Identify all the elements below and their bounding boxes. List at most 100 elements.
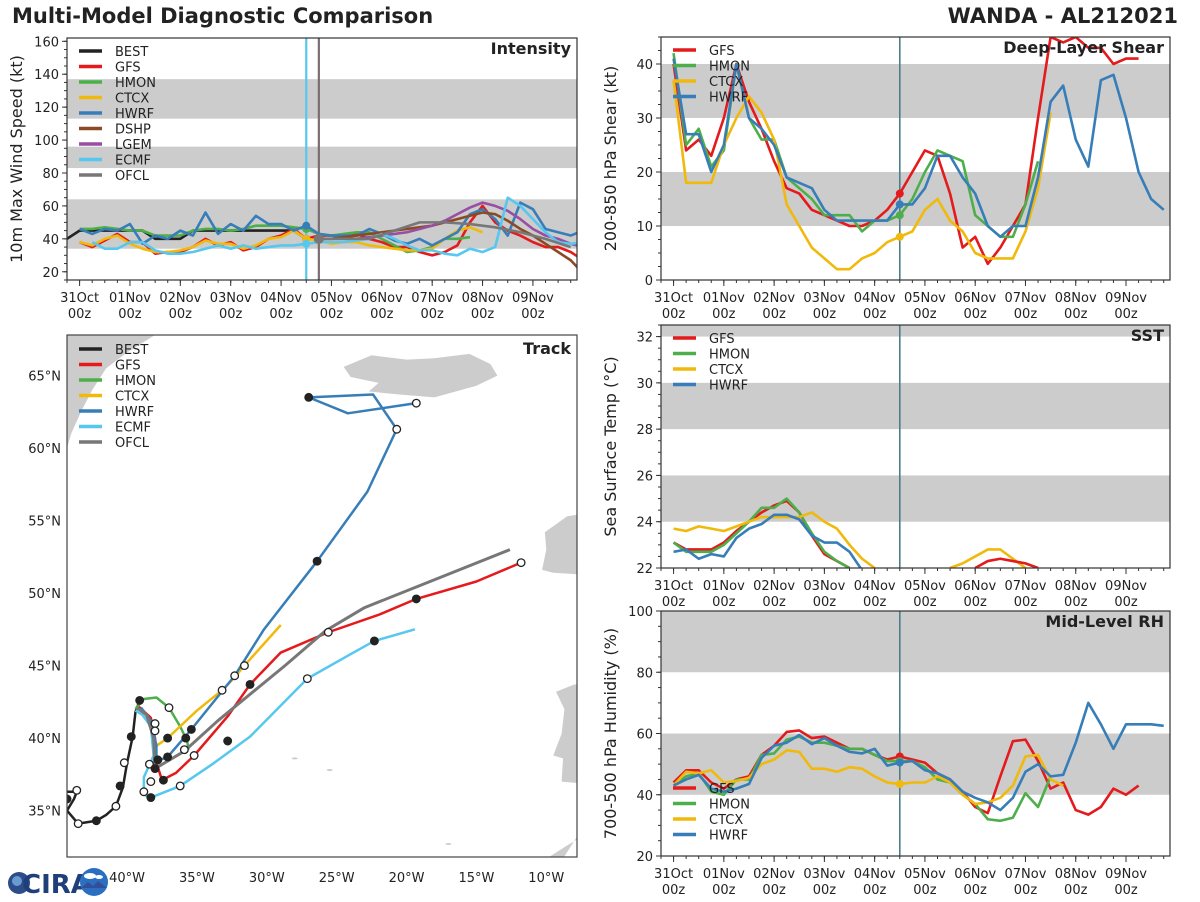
x-tick-label-date: 05Nov [904, 291, 946, 306]
legend-label-gfs: GFS [709, 332, 735, 347]
legend-label-gfs: GFS [115, 61, 141, 76]
x-tick-label-hour: 00z [863, 883, 887, 898]
x-tick-label-date: 03Nov [803, 291, 845, 306]
x-tick-label-hour: 00z [219, 307, 243, 322]
panel-title: Mid-Level RH [1045, 612, 1164, 631]
lat-tick-label: 35°N [28, 805, 61, 820]
lon-tick-label: 20°W [389, 871, 425, 886]
legend-label-hmon: HMON [709, 798, 750, 813]
y-tick-label: 26 [636, 469, 653, 484]
y-tick-label: 32 [636, 331, 653, 346]
lat-tick-label: 55°N [28, 515, 61, 530]
x-tick-label-hour: 00z [1014, 883, 1038, 898]
x-tick-label-hour: 00z [169, 307, 193, 322]
legend-label-hmon: HMON [115, 76, 156, 91]
series-line-ctcx [672, 80, 1052, 271]
track-marker-ecmf [146, 793, 156, 802]
island [326, 769, 333, 771]
x-tick-label-hour: 00z [1064, 883, 1088, 898]
x-tick-label-hour: 00z [813, 883, 837, 898]
legend-label-ctcx: CTCX [115, 92, 149, 107]
legend-label-hwrf: HWRF [709, 379, 748, 394]
shaded-band [661, 325, 1170, 337]
track-marker-hmon [164, 703, 174, 713]
legend-label-gfs: GFS [709, 44, 735, 59]
x-tick-label-hour: 00z [521, 307, 545, 322]
legend-label-ctcx: CTCX [115, 390, 149, 405]
track-marker-ecmf [146, 777, 156, 787]
x-tick-label-hour: 00z [913, 883, 937, 898]
track-marker-ofcl [153, 755, 163, 765]
legend-label-hmon: HMON [709, 60, 750, 75]
x-tick-label-date: 09Nov [1105, 867, 1147, 882]
series-line-hmon [672, 497, 851, 568]
plot-frame [660, 324, 1171, 569]
x-tick-label-hour: 00z [320, 307, 344, 322]
y-tick-label: 80 [42, 167, 59, 182]
legend-label-dshp: DSHP [115, 123, 151, 138]
x-tick-label-hour: 00z [762, 595, 786, 610]
legend-label-ctcx: CTCX [709, 813, 743, 828]
analysis-marker-gfs [895, 189, 904, 198]
y-tick-label: 40 [42, 233, 59, 248]
x-tick-label-hour: 00z [762, 307, 786, 322]
island [445, 842, 452, 845]
y-tick-label: 100 [628, 605, 653, 620]
track-marker-ctcx [217, 685, 227, 695]
track-marker-hmon [181, 733, 191, 743]
series-line-hwrf [79, 201, 577, 247]
y-tick-label: 30 [636, 112, 653, 127]
x-tick-label-hour: 00z [964, 595, 988, 610]
legend-label-hwrf: HWRF [709, 91, 748, 106]
series-line-ctcx [672, 749, 1064, 806]
x-tick-label-hour: 00z [1064, 307, 1088, 322]
plot-frame [66, 37, 578, 281]
track-marker-best [72, 785, 82, 795]
x-tick-label-date: 08Nov [1055, 579, 1097, 594]
x-tick-label-date: 01Nov [703, 291, 745, 306]
x-tick-label-hour: 00z [712, 883, 736, 898]
plot-frame [66, 334, 578, 858]
x-tick-label-date: 04Nov [854, 867, 896, 882]
x-tick-label-hour: 00z [813, 307, 837, 322]
track-marker-ecmf [223, 736, 233, 746]
analysis-marker-ctcx [895, 780, 904, 789]
series-line-ofcl [318, 221, 572, 249]
x-tick-label-date: 06Nov [954, 867, 996, 882]
x-tick-label-hour: 00z [118, 307, 142, 322]
chart-rh: 2040608010031Oct00z01Nov00z02Nov00z03Nov… [601, 605, 1171, 898]
track-marker-ofcl [179, 745, 189, 755]
y-axis-label: Sea Surface Temp (°C) [601, 356, 620, 536]
lat-tick-label: 60°N [28, 442, 61, 457]
lat-tick-label: 40°N [28, 732, 61, 747]
x-tick-label-hour: 00z [913, 307, 937, 322]
panel-title: Track [523, 339, 571, 358]
track-marker-gfs [245, 680, 255, 689]
analysis-marker-ctcx [895, 232, 904, 241]
analysis-marker-hwrf [302, 221, 311, 230]
series-line-hmon [672, 735, 1052, 823]
series-line-hwrf [672, 58, 1165, 239]
track-marker-gfs [411, 594, 421, 604]
track-marker-best [91, 816, 101, 826]
y-tick-label: 0 [645, 274, 653, 289]
series-line-best [67, 229, 307, 241]
track-marker-best [73, 819, 83, 829]
island [291, 757, 298, 760]
lon-tick-label: 25°W [319, 871, 355, 886]
y-tick-label: 30 [636, 377, 653, 392]
track-marker-best [135, 695, 145, 705]
legend-label-ctcx: CTCX [709, 75, 743, 90]
analysis-marker-ecmf [302, 239, 311, 248]
x-tick-label-hour: 00z [662, 883, 686, 898]
x-tick-label-hour: 00z [712, 595, 736, 610]
x-tick-label-hour: 00z [662, 595, 686, 610]
chart-intensity: 2040608010012014016031Oct00z01Nov00z02No… [7, 35, 578, 322]
legend-label-gfs: GFS [115, 359, 141, 374]
analysis-marker-hwrf [895, 758, 904, 767]
y-tick-label: 22 [636, 562, 653, 577]
track-marker-hwrf [411, 398, 421, 408]
panel-title: Deep-Layer Shear [1003, 38, 1164, 57]
